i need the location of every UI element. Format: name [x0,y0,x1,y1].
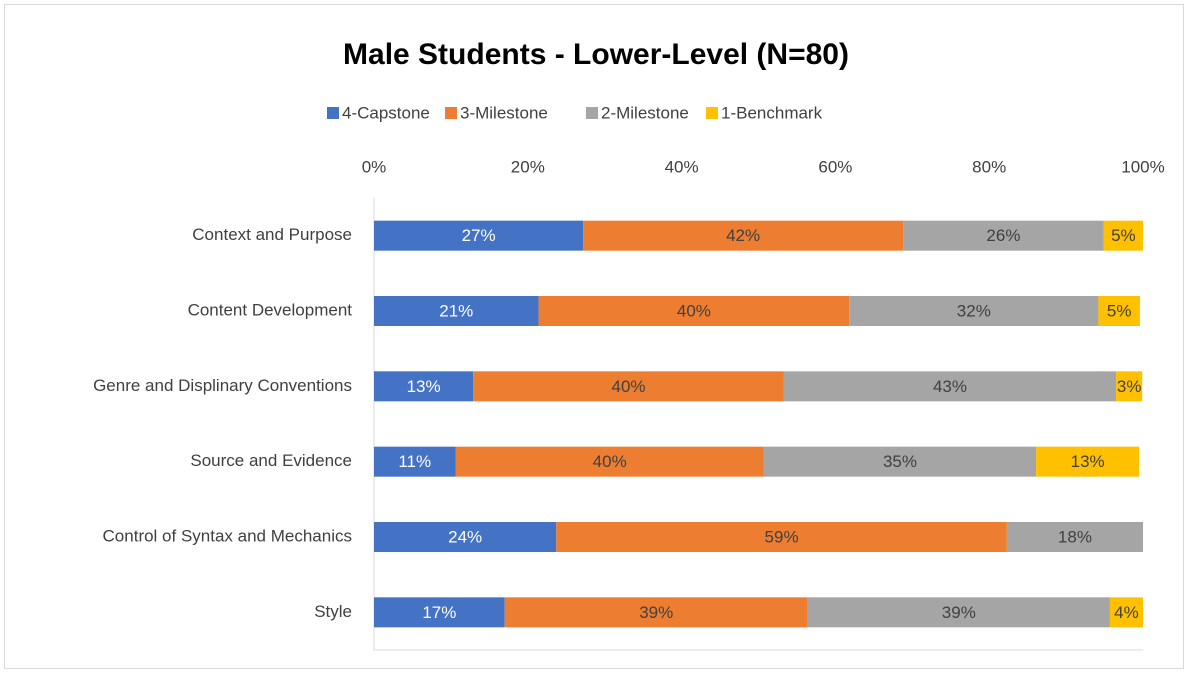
x-tick-label: 100% [1121,157,1164,176]
bar-segment [374,220,584,251]
y-tick-label: Control of Syntax and Mechanics [103,526,352,545]
data-label: 39% [639,603,673,622]
legend-label: 4-Capstone [342,103,430,122]
data-label: 27% [462,226,496,245]
data-label: 59% [765,527,799,546]
bar-segment [1098,296,1140,326]
y-tick-label: Context and Purpose [192,225,352,244]
data-label: 43% [933,377,967,396]
data-label: 17% [422,603,456,622]
y-tick-label: Genre and Displinary Conventions [93,376,352,395]
bar-segment [473,371,784,402]
bar-segment [504,597,808,628]
bar-segment [1116,371,1143,402]
data-label: 13% [1071,452,1105,471]
bar-segment [849,296,1099,326]
bar-segment [556,522,1007,552]
data-label: 40% [612,377,646,396]
bar-segment [1036,446,1140,477]
data-label: 24% [448,527,482,546]
data-label: 5% [1107,301,1132,320]
x-tick-label: 40% [665,157,699,176]
bar-segment [1006,522,1143,552]
legend-label: 3-Milestone [460,103,548,122]
data-label: 32% [957,301,991,320]
x-tick-label: 20% [511,157,545,176]
bar-segment [374,522,557,552]
chart-title: Male Students - Lower-Level (N=80) [343,38,849,71]
data-label: 42% [726,226,760,245]
y-tick-label: Content Development [188,300,353,319]
legend-swatch [327,107,339,119]
data-label: 18% [1058,527,1092,546]
chart-border [4,4,1184,669]
legend-swatch [706,107,718,119]
data-label: 13% [407,377,441,396]
bar-segment [763,446,1037,477]
data-label: 39% [942,603,976,622]
bar-segment [374,446,456,477]
data-label: 40% [677,301,711,320]
x-tick-label: 80% [972,157,1006,176]
bar-segment [1103,220,1143,251]
bar-segment [538,296,850,326]
data-label: 5% [1111,226,1136,245]
bar-segment [374,371,474,402]
x-tick-label: 0% [362,157,387,176]
data-label: 3% [1117,377,1142,396]
legend-swatch [586,107,598,119]
legend-label: 2-Milestone [601,103,689,122]
bar-segment [374,296,539,326]
y-tick-label: Style [314,602,352,621]
data-label: 21% [439,301,473,320]
bar-segment [1109,597,1143,628]
data-label: 40% [593,452,627,471]
bar-segment [374,597,505,628]
y-tick-label: Source and Evidence [190,451,352,470]
bar-segment [455,446,764,477]
bar-segment [783,371,1117,402]
bar-segment [583,220,904,251]
bar-segment [807,597,1110,628]
bar-segment [903,220,1104,251]
legend-swatch [445,107,457,119]
x-tick-label: 60% [818,157,852,176]
data-label: 35% [883,452,917,471]
data-label: 11% [398,452,431,471]
legend-label: 1-Benchmark [721,103,823,122]
data-label: 4% [1114,603,1139,622]
data-label: 26% [986,226,1020,245]
